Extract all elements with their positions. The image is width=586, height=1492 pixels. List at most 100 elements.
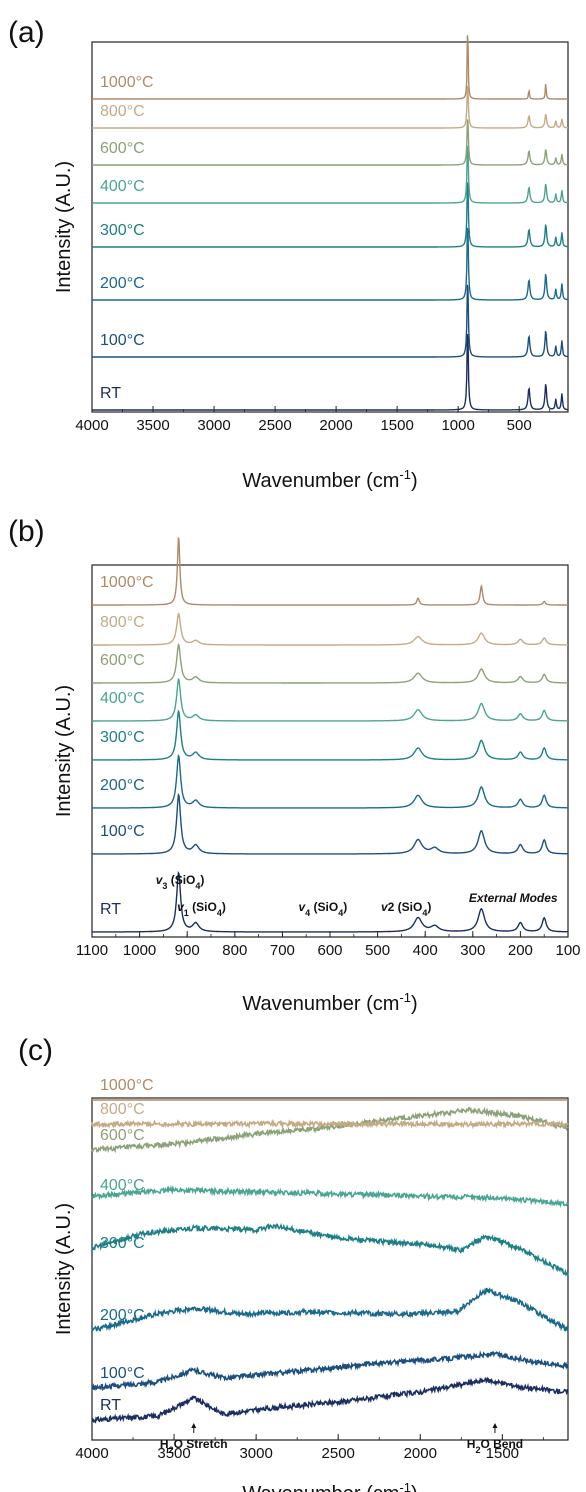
panel-b-annotations: v3 (SiO4) v1 (SiO4) v4 (SiO4) v2 (SiO4) Exte…: [156, 873, 558, 918]
series-line-1000c: [92, 35, 568, 100]
series-line-100c: [92, 792, 569, 855]
series-line-800c: [91, 1118, 569, 1130]
x-tick-label: 3500: [136, 417, 169, 434]
series-label-800c: 800°C: [100, 103, 145, 120]
series-label-800c: 800°C: [100, 1101, 145, 1118]
x-tick-label: 1500: [380, 417, 413, 434]
series-label-600c: 600°C: [100, 1127, 145, 1144]
panel-b: (b) 1100 1000 900 800 700 600 500 400 300 200 100 …: [8, 515, 581, 1015]
x-tick-label: 1500: [486, 1445, 519, 1462]
panel-a-y-axis-title: Intensity (A.U.): [53, 161, 75, 293]
annotation-arrow-head: [492, 1423, 498, 1428]
panel-c-frame: [91, 1097, 569, 1441]
x-tick-label: 200: [508, 942, 533, 959]
x-tick-label: 3000: [197, 417, 230, 434]
annotation-label: External Modes: [469, 891, 558, 905]
series-label-100c: 100°C: [100, 332, 145, 349]
series-label-100c: 100°C: [100, 823, 145, 840]
series-line-rt: [92, 870, 569, 933]
annotation-label: v3 (SiO4): [156, 873, 205, 891]
series-line-1000c: [92, 537, 568, 606]
x-tick-label: 1000: [441, 417, 474, 434]
series-label-400c: 400°C: [100, 178, 145, 195]
x-tick-label: 2000: [319, 417, 352, 434]
x-tick-label: 100: [555, 942, 580, 959]
series-label-200c: 200°C: [100, 1307, 145, 1324]
x-tick-label: 2000: [404, 1445, 437, 1462]
series-line-rt: [91, 1376, 569, 1424]
panel-a-frame: [91, 41, 569, 413]
x-tick-label: 1100: [76, 942, 108, 959]
x-tick-label: 900: [175, 942, 200, 959]
series-label-1000c: 1000°C: [100, 574, 154, 591]
x-tick-label: 2500: [322, 1445, 355, 1462]
series-line-100c: [91, 1350, 569, 1392]
series-label-200c: 200°C: [100, 275, 145, 292]
panel-a-letter: (a): [8, 16, 45, 49]
x-tick-label: 4000: [75, 417, 108, 434]
series-line-300c: [91, 1222, 569, 1276]
annotation-label: v2 (SiO4): [381, 900, 431, 918]
annotation-label: H2O Stretch: [160, 1437, 228, 1455]
series-label-200c: 200°C: [100, 777, 145, 794]
series-line-600c: [92, 643, 569, 684]
annotation-label: v4 (SiO4): [298, 900, 347, 918]
series-line-300c: [92, 709, 568, 761]
annotation-label: H2O Bend: [467, 1437, 523, 1455]
panel-b-letter: (b): [8, 515, 45, 548]
x-tick-label: 2500: [258, 417, 291, 434]
panel-b-series: RT 100°C 200°C 300°C 400°C 600°C 800°C 1000°C: [92, 537, 569, 933]
panel-a-x-ticks: 4000 3500 3000 2500 2000 1500 1000 500: [75, 406, 551, 434]
panel-c: (c) 4000 3500 3000 2500 2000 1500 RT 100°C 200°…: [18, 1034, 569, 1492]
panel-c-x-ticks: 4000 3500 3000 2500 2000 1500: [75, 1434, 544, 1462]
series-line-600c: [92, 119, 569, 166]
panel-b-x-axis-title: Wavenumber (cm-1): [242, 990, 417, 1015]
x-tick-label: 3500: [157, 1445, 190, 1462]
series-label-800c: 800°C: [100, 614, 145, 631]
series-label-rt: RT: [100, 385, 121, 402]
series-line-400c: [91, 1185, 569, 1208]
series-label-100c: 100°C: [100, 1365, 145, 1382]
series-label-400c: 400°C: [100, 690, 145, 707]
annotation-label: v1 (SiO4): [177, 900, 226, 918]
x-tick-label: 300: [460, 942, 485, 959]
series-line-300c: [92, 182, 569, 248]
x-tick-label: 3000: [239, 1445, 272, 1462]
panel-a: (a) 4000 3500 3000 2500 2000 1500 1000 500 RT 10…: [8, 16, 569, 492]
series-line-200c: [91, 1287, 569, 1332]
x-tick-label: 4000: [75, 1445, 108, 1462]
series-line-400c: [92, 677, 568, 722]
series-label-300c: 300°C: [100, 1235, 145, 1252]
x-tick-label: 400: [413, 942, 438, 959]
panel-c-letter: (c): [18, 1034, 53, 1067]
series-label-rt: RT: [100, 1397, 121, 1414]
x-tick-label: 500: [507, 417, 532, 434]
series-label-600c: 600°C: [100, 652, 145, 669]
annotation-arrow-head: [191, 1423, 197, 1428]
panel-c-x-axis-title: Wavenumber (cm-1): [242, 1480, 417, 1492]
series-label-rt: RT: [100, 901, 121, 918]
panel-c-annotations: H2O Stretch H2O Bend: [160, 1423, 523, 1455]
panel-c-series: RT 100°C 200°C 300°C 400°C 600°C 800°C 1000°C: [91, 1077, 569, 1424]
series-line-rt: [92, 333, 569, 411]
series-line-400c: [92, 145, 568, 204]
series-line-600c: [91, 1106, 569, 1154]
panel-c-y-axis-title: Intensity (A.U.): [53, 1203, 75, 1335]
x-tick-label: 500: [365, 942, 390, 959]
x-tick-label: 600: [317, 942, 342, 959]
panel-b-y-axis-title: Intensity (A.U.): [53, 685, 75, 817]
series-line-800c: [92, 612, 568, 646]
x-tick-label: 1000: [123, 942, 156, 959]
series-label-600c: 600°C: [100, 140, 145, 157]
panel-a-x-axis-title: Wavenumber (cm-1): [242, 467, 417, 492]
series-line-200c: [92, 753, 568, 809]
series-label-1000c: 1000°C: [100, 74, 154, 91]
series-label-400c: 400°C: [100, 1177, 145, 1194]
series-line-200c: [92, 227, 569, 301]
series-label-1000c: 1000°C: [100, 1077, 154, 1094]
series-label-300c: 300°C: [100, 729, 145, 746]
panel-b-x-ticks: 1100 1000 900 800 700 600 500 400 300 200 100: [76, 931, 581, 959]
x-tick-label: 700: [270, 942, 295, 959]
series-label-300c: 300°C: [100, 222, 145, 239]
